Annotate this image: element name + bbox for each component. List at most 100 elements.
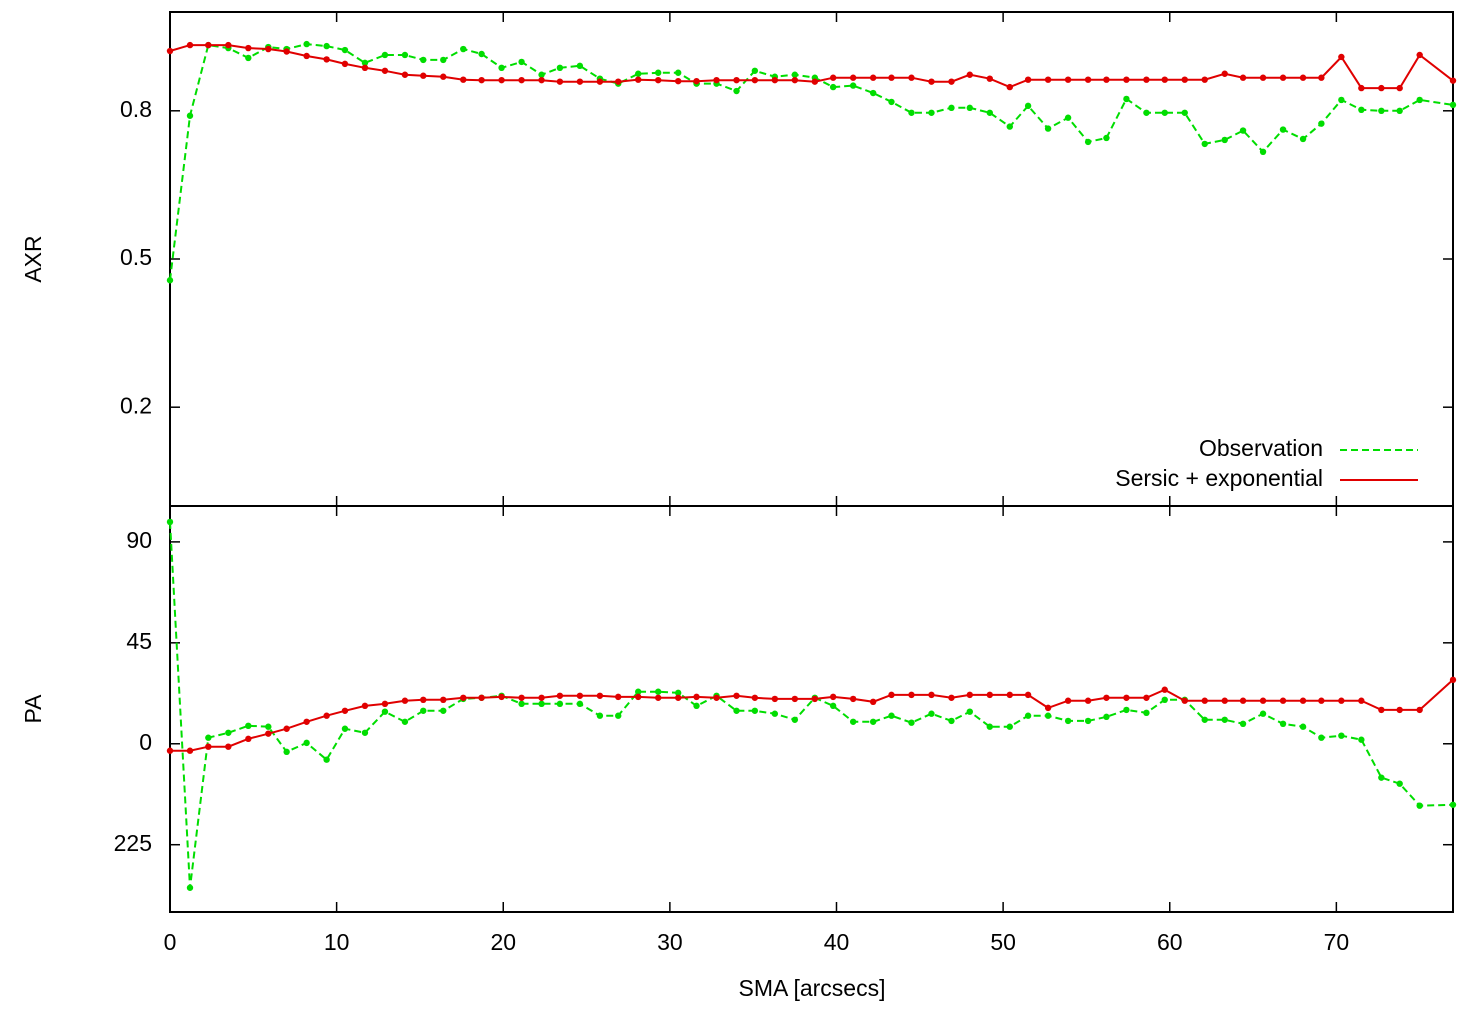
data-point (205, 41, 212, 49)
data-point (381, 700, 389, 708)
data-point (1396, 107, 1403, 115)
data-point (1358, 84, 1365, 92)
x-tick-label: 60 (1157, 929, 1183, 955)
data-point (811, 695, 819, 703)
data-point (791, 71, 799, 78)
data-point (205, 743, 212, 750)
data-point (1259, 74, 1267, 81)
data-point (1123, 76, 1130, 83)
data-point (713, 76, 720, 84)
data-point (576, 78, 584, 85)
data-point (693, 702, 700, 710)
data-point (166, 747, 174, 754)
data-point (1044, 76, 1052, 83)
data-point (733, 692, 740, 699)
data-point (1161, 696, 1168, 704)
y-tick-label: 90 (126, 527, 152, 553)
x-tick-label: 10 (324, 929, 350, 955)
x-tick-label: 70 (1324, 929, 1350, 955)
data-point (401, 718, 409, 725)
data-point (225, 41, 232, 49)
data-point (1221, 136, 1228, 144)
data-point (556, 700, 564, 708)
data-point (1221, 70, 1228, 77)
data-point (791, 716, 799, 723)
data-point (675, 77, 682, 85)
data-point (655, 694, 662, 701)
data-point (849, 695, 857, 703)
data-point (888, 98, 895, 106)
data-point (1084, 697, 1092, 704)
data-point (1378, 706, 1385, 714)
data-point (615, 712, 622, 719)
x-axis-label: SMA [arcsecs] (739, 975, 886, 1001)
data-point (1449, 801, 1457, 808)
data-point (615, 78, 622, 85)
data-point (1143, 694, 1150, 701)
data-point (186, 112, 194, 119)
data-point (1396, 706, 1403, 714)
data-point (948, 78, 955, 85)
data-point (245, 735, 252, 743)
data-point (1143, 109, 1150, 116)
y-tick-label: 0.8 (120, 96, 152, 122)
data-point (1143, 76, 1150, 83)
data-point (245, 44, 252, 52)
data-point (420, 696, 427, 704)
data-point (1416, 51, 1423, 59)
data-point (420, 56, 427, 64)
data-point (1123, 95, 1130, 103)
data-point (908, 691, 915, 699)
top-plot-frame (169, 11, 1454, 507)
data-point (771, 695, 779, 703)
data-point (655, 688, 662, 695)
data-point (888, 712, 895, 719)
data-point (693, 77, 700, 85)
data-point (966, 691, 973, 699)
data-point (381, 51, 389, 59)
data-point (478, 50, 485, 58)
data-point (401, 71, 409, 78)
data-point (303, 718, 310, 725)
data-point (1103, 134, 1110, 142)
data-point (538, 71, 545, 78)
data-point (908, 74, 915, 81)
data-point (1396, 84, 1403, 92)
data-point (576, 692, 584, 699)
data-point (869, 718, 877, 725)
data-point (283, 48, 290, 55)
data-point (948, 104, 955, 112)
data-point (1201, 140, 1208, 148)
data-point (928, 691, 935, 699)
series-line (169, 43, 1454, 281)
data-point (811, 78, 819, 85)
data-point (888, 691, 895, 699)
data-point (849, 74, 857, 81)
data-point (1006, 723, 1013, 730)
data-point (1044, 712, 1052, 719)
data-point (655, 69, 662, 76)
data-point (1378, 84, 1385, 92)
data-point (556, 64, 564, 72)
data-point (635, 693, 642, 701)
data-point (1338, 732, 1345, 739)
data-point (245, 722, 252, 730)
data-point (460, 45, 467, 53)
data-point (928, 78, 935, 85)
data-point (1449, 77, 1457, 84)
data-point (791, 695, 799, 703)
data-point (341, 725, 349, 732)
data-point (829, 702, 837, 710)
data-point (751, 67, 759, 74)
data-point (596, 78, 604, 85)
data-point (869, 74, 877, 81)
data-point (1318, 734, 1325, 741)
data-point (265, 730, 272, 737)
data-point (1318, 74, 1325, 81)
data-point (498, 693, 505, 701)
y-axis-label: AXR (20, 235, 46, 282)
data-point (1338, 697, 1345, 704)
data-point (596, 692, 604, 699)
data-point (498, 64, 505, 72)
